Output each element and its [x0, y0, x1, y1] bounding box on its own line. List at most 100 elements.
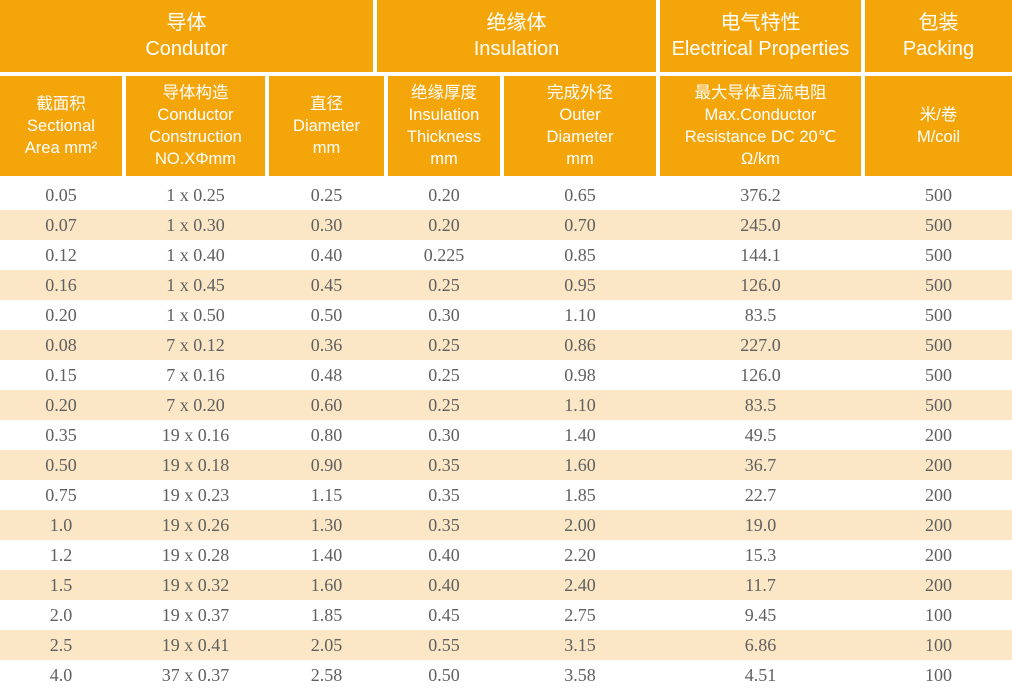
table-row: 0.12 1 x 0.40 0.40 0.225 0.85 144.1 500	[0, 240, 1012, 270]
table-row: 0.75 19 x 0.23 1.15 0.35 1.85 22.7 200	[0, 480, 1012, 510]
cell-outer-diameter: 1.85	[564, 485, 596, 505]
cell-outer-diameter: 2.75	[564, 605, 596, 625]
cell-sectional-area: 0.35	[45, 425, 77, 445]
table-row: 0.07 1 x 0.30 0.30 0.20 0.70 245.0 500	[0, 210, 1012, 240]
group-header-conductor: 导体 Condutor	[0, 0, 373, 72]
col-header-max-conductor-resistance: 最大导体直流电阻 Max.Conductor Resistance DC 20℃…	[660, 76, 861, 176]
cell-diameter: 0.50	[310, 305, 343, 325]
cell-sectional-area: 0.16	[45, 275, 77, 295]
cell-max-conductor-resistance: 22.7	[744, 485, 777, 505]
cell-m-per-coil: 500	[925, 215, 952, 235]
cell-insulation-thickness: 0.40	[428, 575, 460, 595]
cell-sectional-area: 1.0	[49, 515, 73, 535]
cell-diameter: 0.90	[310, 455, 343, 475]
cell-max-conductor-resistance: 6.86	[744, 635, 777, 655]
table-row: 1.0 19 x 0.26 1.30 0.35 2.00 19.0 200	[0, 510, 1012, 540]
cell-sectional-area: 0.20	[45, 395, 77, 415]
cell-conductor-construction: 7 x 0.20	[166, 395, 225, 415]
cell-sectional-area: 0.50	[45, 455, 77, 475]
cell-max-conductor-resistance: 4.51	[744, 665, 777, 685]
cell-conductor-construction: 19 x 0.26	[161, 515, 230, 535]
cell-sectional-area: 0.07	[45, 215, 77, 235]
cell-insulation-thickness: 0.40	[428, 545, 460, 565]
cell-sectional-area: 0.08	[45, 335, 77, 355]
cell-outer-diameter: 0.65	[564, 185, 596, 205]
cell-max-conductor-resistance: 144.1	[740, 245, 781, 265]
cell-outer-diameter: 2.40	[564, 575, 596, 595]
table-row: 0.20 1 x 0.50 0.50 0.30 1.10 83.5 500	[0, 300, 1012, 330]
cell-insulation-thickness: 0.45	[428, 605, 460, 625]
cell-max-conductor-resistance: 227.0	[740, 335, 781, 355]
cell-insulation-thickness: 0.30	[428, 425, 460, 445]
group-label-zh: 绝缘体	[486, 12, 547, 34]
cell-m-per-coil: 200	[925, 515, 952, 535]
cell-m-per-coil: 100	[925, 665, 952, 685]
col-header-diameter: 直径 Diameter mm	[269, 76, 384, 176]
cell-outer-diameter: 1.40	[564, 425, 596, 445]
cell-diameter: 2.05	[310, 635, 343, 655]
cell-insulation-thickness: 0.25	[428, 335, 460, 355]
cell-conductor-construction: 1 x 0.25	[166, 185, 225, 205]
cell-sectional-area: 0.05	[45, 185, 77, 205]
group-label-zh: 包装	[918, 12, 959, 34]
group-label-en: Packing	[902, 38, 975, 60]
cell-max-conductor-resistance: 9.45	[744, 605, 777, 625]
cell-max-conductor-resistance: 11.7	[745, 575, 776, 595]
cell-insulation-thickness: 0.25	[428, 275, 460, 295]
cell-m-per-coil: 100	[925, 635, 952, 655]
cell-sectional-area: 0.75	[45, 485, 77, 505]
group-header-electrical-properties: 电气特性 Electrical Properties	[660, 0, 861, 72]
cell-conductor-construction: 1 x 0.30	[166, 215, 225, 235]
cell-max-conductor-resistance: 245.0	[740, 215, 781, 235]
cell-diameter: 1.60	[310, 575, 343, 595]
cell-m-per-coil: 200	[925, 545, 952, 565]
cell-insulation-thickness: 0.35	[428, 515, 460, 535]
cell-insulation-thickness: 0.30	[428, 305, 460, 325]
cell-m-per-coil: 500	[925, 335, 952, 355]
cell-outer-diameter: 1.10	[564, 395, 596, 415]
cell-insulation-thickness: 0.225	[423, 245, 465, 265]
cell-max-conductor-resistance: 49.5	[744, 425, 777, 445]
cell-m-per-coil: 500	[925, 275, 952, 295]
cell-insulation-thickness: 0.55	[428, 635, 460, 655]
cell-outer-diameter: 2.00	[564, 515, 596, 535]
cell-diameter: 0.45	[310, 275, 343, 295]
cell-insulation-thickness: 0.25	[428, 395, 460, 415]
cell-diameter: 0.60	[310, 395, 343, 415]
cell-conductor-construction: 19 x 0.23	[161, 485, 230, 505]
table-row: 0.50 19 x 0.18 0.90 0.35 1.60 36.7 200	[0, 450, 1012, 480]
cell-conductor-construction: 19 x 0.28	[161, 545, 230, 565]
cell-insulation-thickness: 0.25	[428, 365, 460, 385]
col-header-conductor-construction: 导体构造 Conductor Construction NO.XΦmm	[126, 76, 265, 176]
cell-insulation-thickness: 0.20	[428, 215, 460, 235]
cell-outer-diameter: 1.10	[564, 305, 596, 325]
cell-insulation-thickness: 0.20	[428, 185, 460, 205]
cell-diameter: 1.30	[310, 515, 343, 535]
table-row: 1.2 19 x 0.28 1.40 0.40 2.20 15.3 200	[0, 540, 1012, 570]
cell-m-per-coil: 200	[925, 455, 952, 475]
cell-max-conductor-resistance: 36.7	[744, 455, 777, 475]
table-row: 0.05 1 x 0.25 0.25 0.20 0.65 376.2 500	[0, 180, 1012, 210]
cell-outer-diameter: 1.60	[564, 455, 596, 475]
cell-outer-diameter: 0.86	[564, 335, 596, 355]
table-row: 0.15 7 x 0.16 0.48 0.25 0.98 126.0 500	[0, 360, 1012, 390]
cell-diameter: 1.85	[310, 605, 343, 625]
cell-diameter: 1.15	[310, 485, 343, 505]
group-label-en: Condutor	[145, 38, 228, 60]
cell-sectional-area: 1.2	[49, 545, 73, 565]
cell-sectional-area: 4.0	[49, 665, 73, 685]
table-body: 0.05 1 x 0.25 0.25 0.20 0.65 376.2 500 0.07 1 x …	[0, 180, 1012, 690]
cell-max-conductor-resistance: 83.5	[744, 395, 777, 415]
cell-conductor-construction: 19 x 0.32	[161, 575, 230, 595]
group-label-en: Insulation	[473, 38, 560, 60]
cell-m-per-coil: 500	[925, 245, 952, 265]
table-row: 0.35 19 x 0.16 0.80 0.30 1.40 49.5 200	[0, 420, 1012, 450]
cell-sectional-area: 0.15	[45, 365, 77, 385]
cell-max-conductor-resistance: 376.2	[740, 185, 781, 205]
table-row: 0.16 1 x 0.45 0.45 0.25 0.95 126.0 500	[0, 270, 1012, 300]
cell-insulation-thickness: 0.35	[428, 485, 460, 505]
cell-m-per-coil: 500	[925, 185, 952, 205]
cell-sectional-area: 0.12	[45, 245, 77, 265]
cell-sectional-area: 2.0	[49, 605, 73, 625]
